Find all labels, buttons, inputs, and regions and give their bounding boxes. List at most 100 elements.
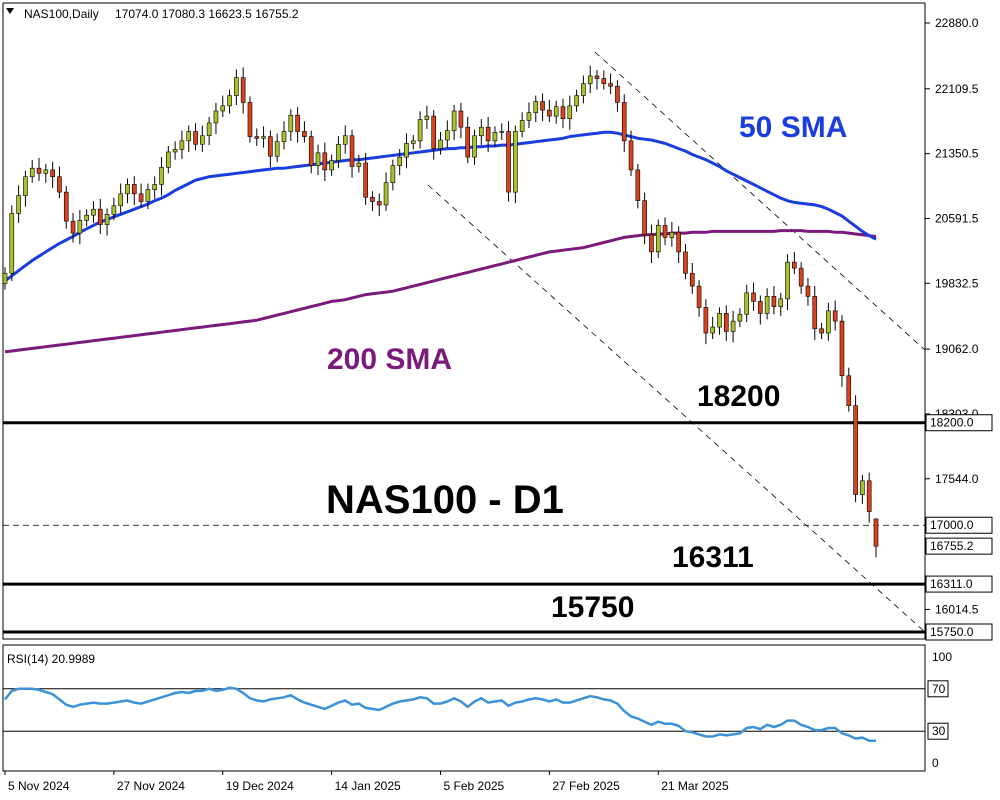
candle-body <box>397 156 402 166</box>
candle-body <box>526 112 532 121</box>
candle-body <box>234 77 239 96</box>
candle <box>302 121 307 143</box>
dropdown-triangle-icon[interactable] <box>6 8 14 14</box>
candle-body <box>689 272 695 287</box>
candle-body <box>70 220 76 234</box>
candle <box>581 75 586 104</box>
candle-body <box>778 298 784 307</box>
candle-body <box>839 320 845 377</box>
candle <box>812 286 818 340</box>
candle <box>574 89 579 112</box>
candle-body <box>240 77 246 103</box>
candle-body <box>642 200 647 236</box>
candle <box>356 154 362 173</box>
candle <box>29 160 35 183</box>
candle <box>771 286 777 315</box>
candle <box>853 395 858 503</box>
candle <box>84 209 89 227</box>
candle-body <box>655 225 661 253</box>
candle-body <box>812 296 818 330</box>
rsi-line <box>4 686 876 742</box>
candle <box>179 130 185 159</box>
candle <box>159 157 164 196</box>
candle <box>723 305 729 341</box>
candle <box>730 310 736 343</box>
candle-body <box>431 115 436 149</box>
rsi-tick-label: 100 <box>932 650 952 664</box>
candle-body <box>227 95 232 107</box>
candle-body <box>193 131 198 145</box>
candle <box>281 121 287 150</box>
candle-body <box>853 405 858 495</box>
candle-body <box>594 75 600 79</box>
candle <box>104 208 110 236</box>
price-tick-label: 22880.0 <box>935 16 979 30</box>
candle-body <box>472 135 477 158</box>
candle-body <box>131 184 137 195</box>
sma50-line <box>4 130 877 283</box>
price-tick-label: 22109.5 <box>935 82 979 96</box>
sma200-line <box>4 229 877 354</box>
candle <box>370 191 375 211</box>
rsi-tag-box <box>927 722 949 740</box>
candle <box>336 136 341 169</box>
candle-body <box>424 115 430 120</box>
price-tag-box <box>925 575 993 593</box>
candle <box>274 133 280 163</box>
candle-body <box>295 114 300 132</box>
candle <box>506 121 511 202</box>
candle-body <box>281 131 287 143</box>
candle <box>587 65 593 94</box>
candle-body <box>91 208 96 216</box>
candle <box>860 474 865 504</box>
candle-body <box>723 313 729 332</box>
candle <box>451 104 457 141</box>
date-tick-label: 21 Mar 2025 <box>661 779 729 793</box>
candle <box>866 472 872 523</box>
candle-body <box>288 114 294 132</box>
candle <box>63 186 69 229</box>
candle <box>635 163 641 209</box>
candle-body <box>342 135 348 145</box>
candle-body <box>104 214 110 225</box>
candle <box>383 172 389 211</box>
candle-body <box>329 160 334 171</box>
candle-body <box>635 169 641 201</box>
sma50-label: 50 SMA <box>739 111 847 144</box>
candle-body <box>322 152 328 171</box>
candle <box>213 102 219 135</box>
candle <box>57 166 62 199</box>
candle <box>152 176 158 199</box>
candle <box>628 130 634 176</box>
candle <box>458 102 464 139</box>
rsi-panel-frame <box>2 644 926 772</box>
candle-body <box>540 101 545 111</box>
candle-body <box>485 126 491 142</box>
candle <box>764 288 770 320</box>
candle <box>91 201 96 223</box>
candle <box>655 219 661 258</box>
candle <box>16 185 21 223</box>
candle-body <box>268 136 273 157</box>
candle-body <box>479 126 484 137</box>
candle <box>193 123 198 151</box>
candle <box>227 89 232 114</box>
candle-body <box>608 83 613 87</box>
candle <box>50 161 55 188</box>
symbol-timeframe: NAS100,Daily <box>24 7 99 21</box>
date-tick-label: 14 Jan 2025 <box>335 779 401 793</box>
candle <box>553 100 559 124</box>
candle-body <box>587 75 593 84</box>
candle-body <box>581 83 586 96</box>
candle <box>138 183 144 208</box>
candle-body <box>805 285 811 297</box>
price-tick-label: 19832.5 <box>935 276 979 290</box>
candle-body <box>873 518 879 547</box>
candle-body <box>574 95 579 107</box>
candle-body <box>417 119 423 142</box>
candle-body <box>247 102 253 137</box>
candle <box>758 295 763 325</box>
candle-body <box>438 139 443 149</box>
candle <box>717 307 722 335</box>
price-tick-label: 16014.5 <box>935 602 979 616</box>
